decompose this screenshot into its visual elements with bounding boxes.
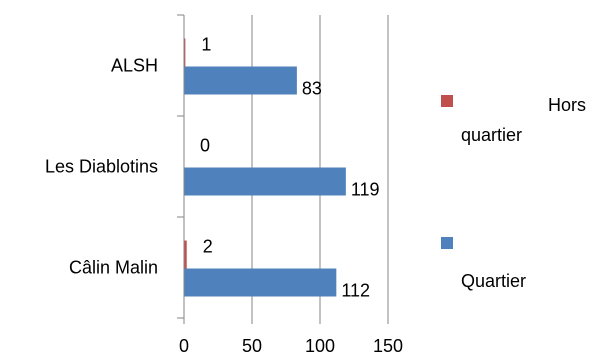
data-label-hors-quartier: 1: [201, 35, 211, 55]
bar-hors-quartier: [184, 240, 187, 269]
legend-swatch-hors-quartier: [441, 95, 453, 107]
legend-swatch-quartier: [441, 237, 453, 249]
data-label-quartier: 119: [351, 180, 380, 200]
bar-hors-quartier: [184, 38, 186, 67]
legend: Hors quartier Quartier: [441, 95, 586, 291]
gridlines: [251, 15, 389, 318]
data-label-hors-quartier: 0: [200, 136, 210, 156]
x-tick-label: 50: [242, 336, 262, 356]
x-tick-label: 150: [373, 336, 403, 356]
legend-label-quartier: Quartier: [461, 271, 526, 291]
legend-label-hors-line1: Hors: [548, 95, 586, 115]
bar-quartier: [184, 268, 337, 297]
bar-quartier: [184, 66, 297, 95]
x-tick-label: 100: [305, 336, 335, 356]
category-label: Câlin Malin: [69, 258, 158, 278]
data-label-quartier: 112: [341, 281, 370, 301]
x-tick-label: 0: [179, 336, 189, 356]
bar-quartier: [184, 167, 346, 196]
category-label: Les Diablotins: [45, 157, 158, 177]
data-label-quartier: 83: [302, 79, 322, 99]
bars: [184, 38, 346, 297]
axes: [177, 14, 389, 324]
legend-label-hors-line2: quartier: [461, 125, 522, 145]
category-label: ALSH: [111, 56, 158, 76]
data-label-hors-quartier: 2: [203, 237, 213, 257]
